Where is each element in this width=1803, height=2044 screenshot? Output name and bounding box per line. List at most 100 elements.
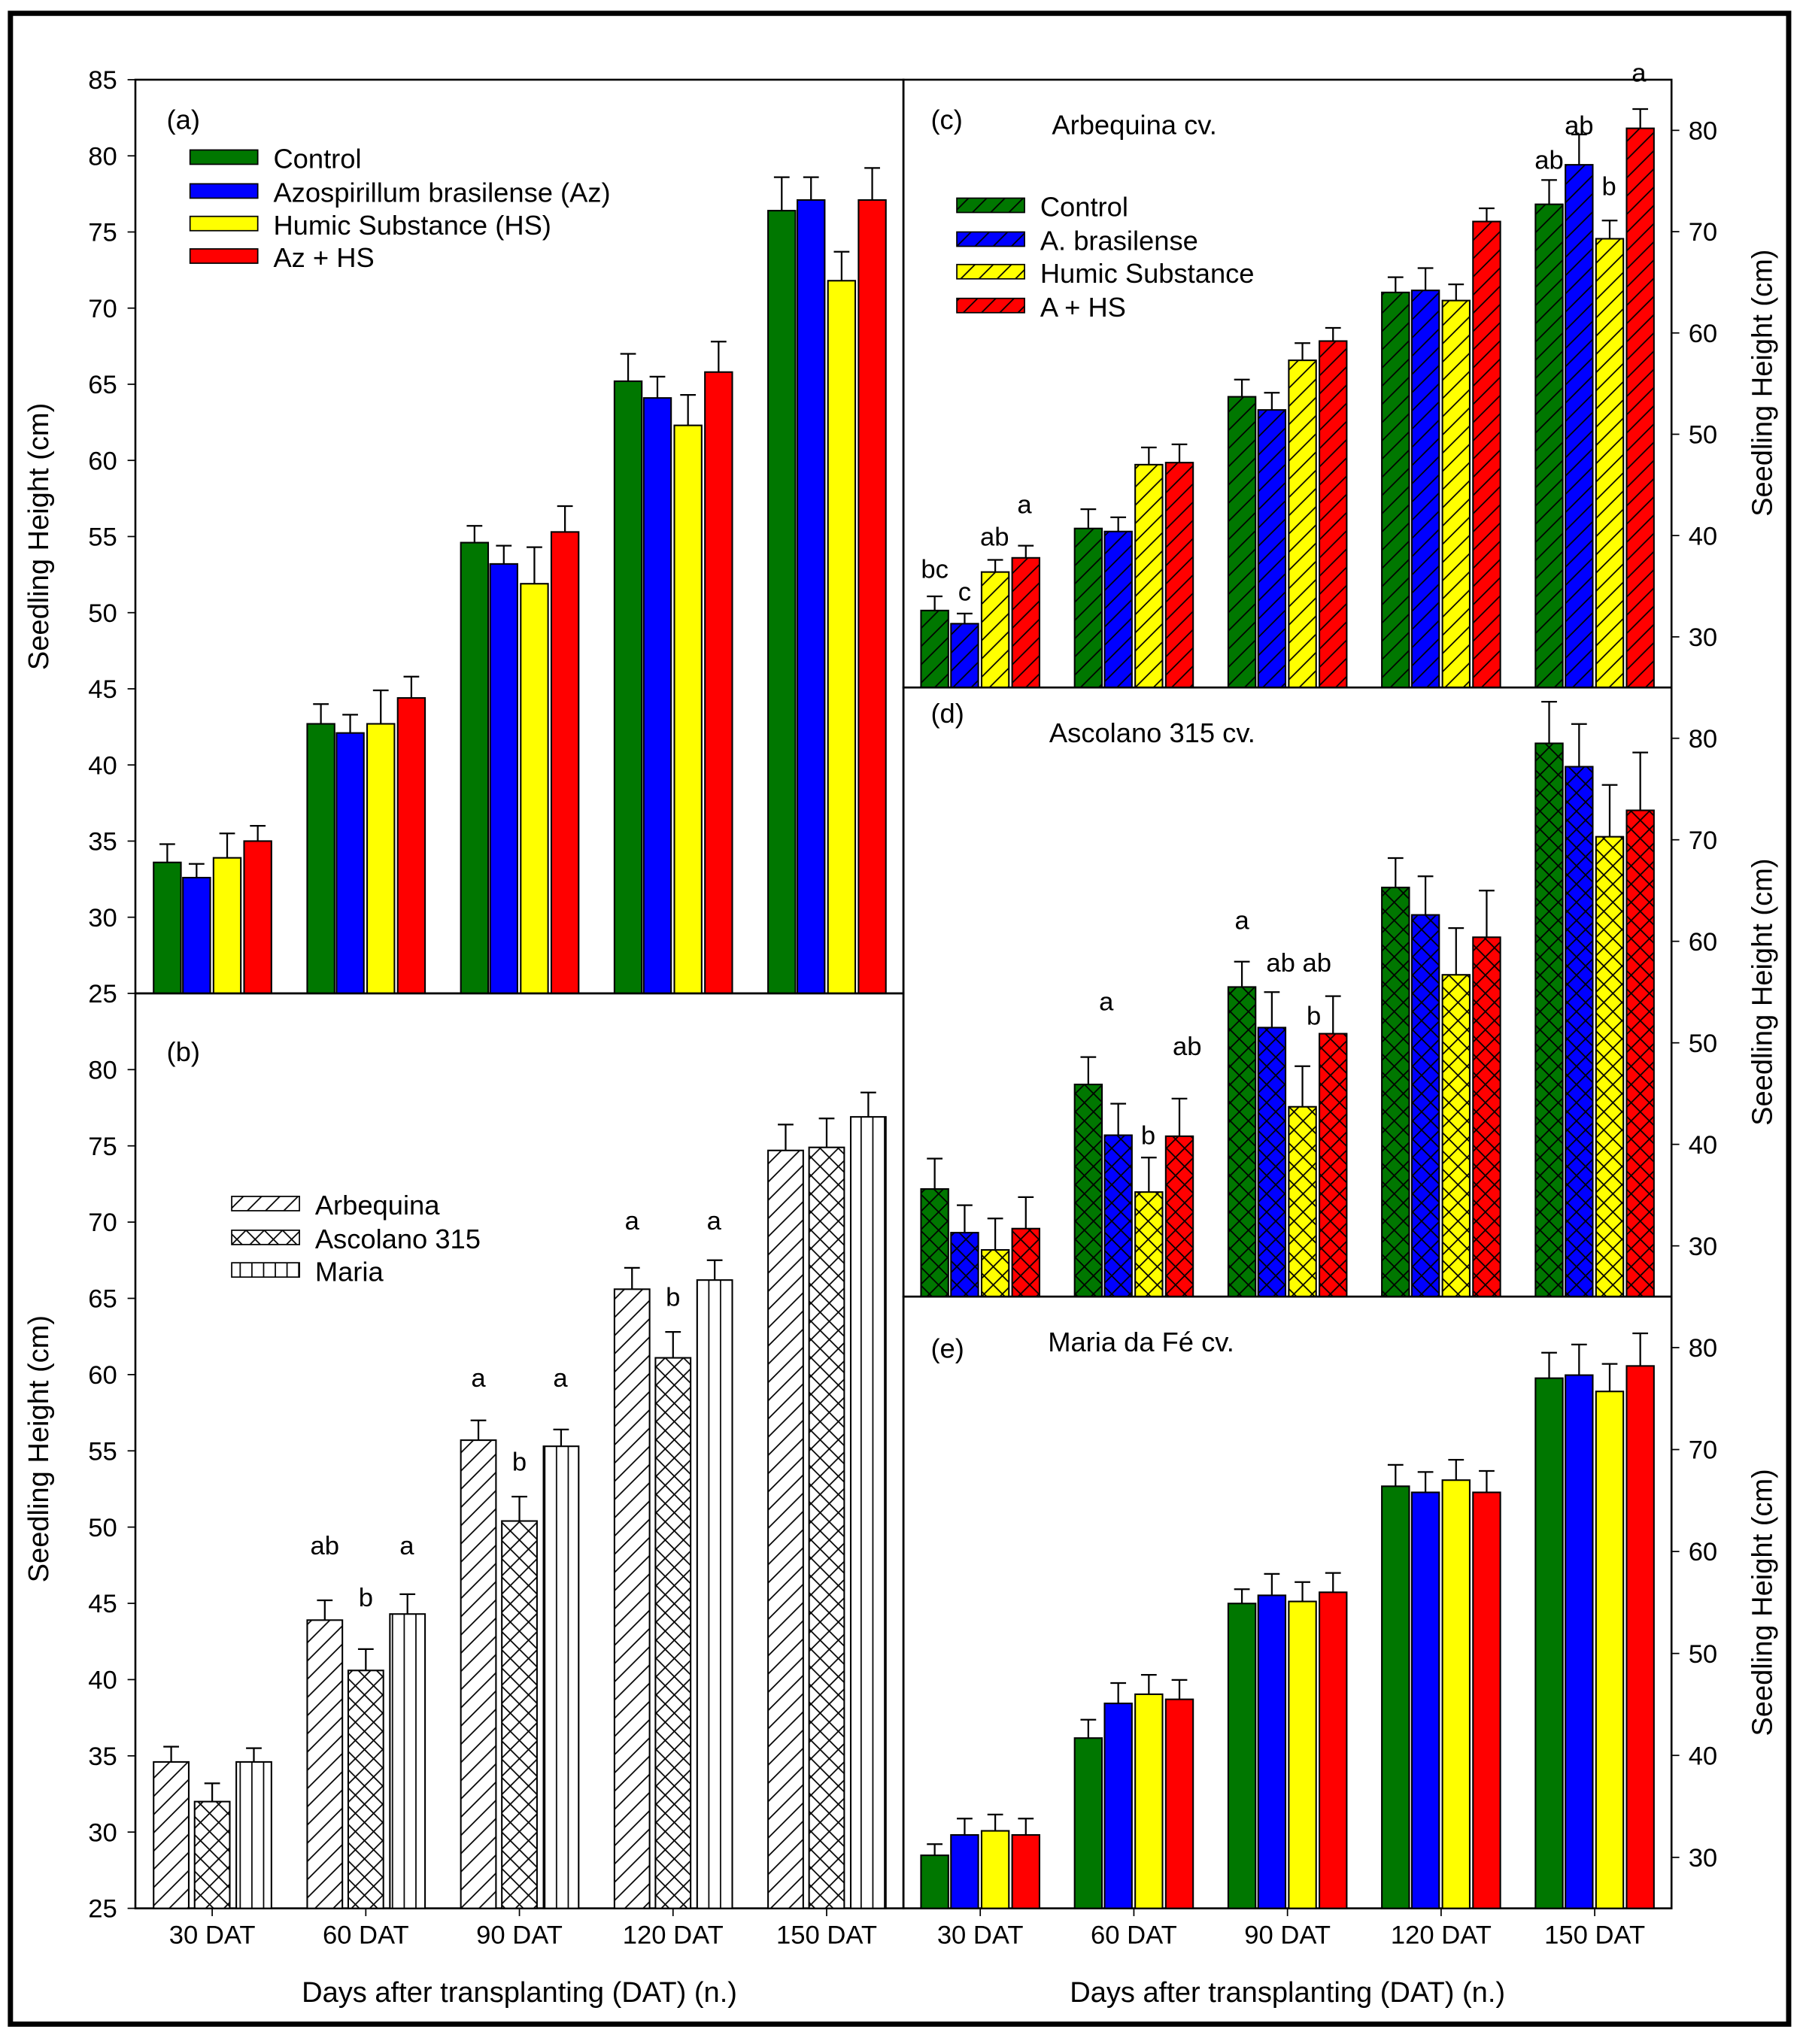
bar-hatch bbox=[1135, 464, 1163, 688]
bar-a-3-2 bbox=[673, 424, 703, 994]
y-axis-title-d: Seedling Height (cm) bbox=[1747, 858, 1778, 1125]
legend-label: Maria bbox=[315, 1256, 384, 1287]
panel-label: (d) bbox=[930, 698, 964, 729]
bar-hatch bbox=[1104, 1135, 1132, 1297]
bar-hatch bbox=[1258, 410, 1286, 688]
x-axis-title-left: Days after transplanting (DAT) (n.) bbox=[302, 1977, 737, 2009]
significance-letter: a bbox=[471, 1364, 486, 1393]
significance-letter: a bbox=[1017, 491, 1032, 520]
bar-hatch bbox=[1626, 128, 1654, 688]
bar-a-4-1 bbox=[797, 199, 826, 994]
legend-swatch-hatch bbox=[232, 1230, 300, 1245]
y-tick-label: 70 bbox=[88, 1209, 117, 1237]
bar-hatch bbox=[1012, 557, 1040, 688]
x-tick-label: 90 DAT bbox=[476, 1921, 563, 1949]
y-tick-label: 70 bbox=[1689, 826, 1717, 855]
y-tick-label: 50 bbox=[1689, 1030, 1717, 1058]
legend-label: A + HS bbox=[1040, 292, 1126, 323]
panel-label: (c) bbox=[930, 105, 962, 135]
bar-hatch bbox=[1473, 221, 1501, 688]
significance-letter: a bbox=[399, 1532, 414, 1560]
y-tick-label: 60 bbox=[88, 1361, 117, 1390]
significance-letter: bc bbox=[921, 556, 949, 584]
y-tick-label: 40 bbox=[88, 751, 117, 780]
bar-a-4-3 bbox=[857, 199, 887, 994]
x-tick-label: 120 DAT bbox=[623, 1921, 724, 1949]
significance-letter: a bbox=[707, 1207, 722, 1236]
y-tick-label: 65 bbox=[88, 1285, 117, 1314]
bar-e-1-0 bbox=[1073, 1737, 1103, 1909]
y-tick-label: 45 bbox=[88, 1590, 117, 1618]
y-tick-label: 40 bbox=[1689, 522, 1717, 550]
bar-e-3-3 bbox=[1472, 1491, 1501, 1909]
bar-hatch bbox=[1228, 987, 1256, 1297]
bar-e-0-2 bbox=[980, 1830, 1010, 1909]
bar-hatch bbox=[307, 1620, 343, 1909]
y-tick-label: 75 bbox=[88, 1133, 117, 1161]
y-tick-label: 50 bbox=[1689, 1640, 1717, 1669]
bar-hatch bbox=[348, 1670, 384, 1909]
bar-hatch bbox=[1411, 290, 1440, 688]
bar-hatch bbox=[1165, 462, 1194, 688]
y-tick-label: 30 bbox=[1689, 1844, 1717, 1873]
bar-a-3-1 bbox=[642, 397, 672, 994]
bar-hatch bbox=[1411, 914, 1440, 1297]
bar-hatch bbox=[460, 1440, 496, 1909]
bar-hatch bbox=[981, 572, 1009, 688]
y-tick-label: 40 bbox=[88, 1666, 117, 1695]
y-tick-label: 80 bbox=[88, 1056, 117, 1084]
legend-swatch-hatch bbox=[232, 1196, 300, 1211]
legend-label: A. brasilense bbox=[1040, 226, 1198, 256]
bar-hatch bbox=[1535, 204, 1563, 688]
bar-hatch bbox=[543, 1446, 579, 1909]
significance-letter: c bbox=[958, 578, 971, 606]
bar-hatch bbox=[1074, 1084, 1103, 1297]
x-tick-label: 30 DAT bbox=[937, 1921, 1024, 1949]
bar-hatch bbox=[1595, 238, 1624, 688]
bar-hatch bbox=[951, 1233, 979, 1297]
bar-a-4-0 bbox=[767, 210, 797, 994]
bar-hatch bbox=[153, 1761, 189, 1909]
significance-letter: b bbox=[1307, 1002, 1321, 1030]
y-tick-label: 40 bbox=[1689, 1131, 1717, 1160]
y-tick-label: 40 bbox=[1689, 1742, 1717, 1770]
legend-label: Control bbox=[1040, 192, 1128, 223]
legend-swatch bbox=[189, 149, 259, 165]
bar-hatch bbox=[1104, 531, 1132, 688]
y-tick-label: 65 bbox=[88, 371, 117, 399]
bar-a-1-3 bbox=[396, 697, 426, 994]
bar-hatch bbox=[1442, 300, 1470, 688]
bar-hatch bbox=[1012, 1228, 1040, 1297]
y-axis-title-e: Seedling Height (cm) bbox=[1747, 1469, 1778, 1736]
bar-e-1-1 bbox=[1103, 1703, 1133, 1909]
y-tick-label: 70 bbox=[1689, 218, 1717, 247]
bar-hatch bbox=[1074, 528, 1103, 688]
legend-swatch bbox=[189, 215, 259, 232]
significance-letter: ab bbox=[311, 1532, 339, 1560]
x-tick-label: 30 DAT bbox=[169, 1921, 256, 1949]
bar-a-1-2 bbox=[366, 723, 396, 994]
y-tick-label: 45 bbox=[88, 675, 117, 704]
significance-letter: b bbox=[666, 1284, 680, 1312]
legend-swatch-hatch bbox=[957, 198, 1025, 213]
y-tick-label: 80 bbox=[1689, 117, 1717, 145]
y-tick-label: 80 bbox=[1689, 1334, 1717, 1363]
bar-hatch bbox=[1565, 766, 1593, 1297]
bar-e-3-2 bbox=[1441, 1479, 1471, 1909]
bar-a-3-0 bbox=[613, 380, 643, 994]
y-axis-title-c: Seedling Height (cm) bbox=[1747, 250, 1778, 517]
bar-hatch bbox=[1289, 1106, 1316, 1297]
x-tick-label: 150 DAT bbox=[1544, 1921, 1645, 1949]
bar-hatch bbox=[981, 1250, 1009, 1297]
panel-title: Maria da Fé cv. bbox=[1048, 1327, 1234, 1357]
panel-title: Arbequina cv. bbox=[1052, 110, 1216, 141]
bar-e-2-2 bbox=[1288, 1600, 1317, 1909]
significance-letter: a bbox=[1632, 59, 1647, 88]
y-tick-label: 60 bbox=[1689, 320, 1717, 348]
y-tick-label: 55 bbox=[88, 523, 117, 552]
legend-label: Humic Substance (HS) bbox=[273, 210, 551, 241]
bar-hatch bbox=[236, 1761, 272, 1909]
bar-hatch bbox=[1319, 1033, 1347, 1297]
